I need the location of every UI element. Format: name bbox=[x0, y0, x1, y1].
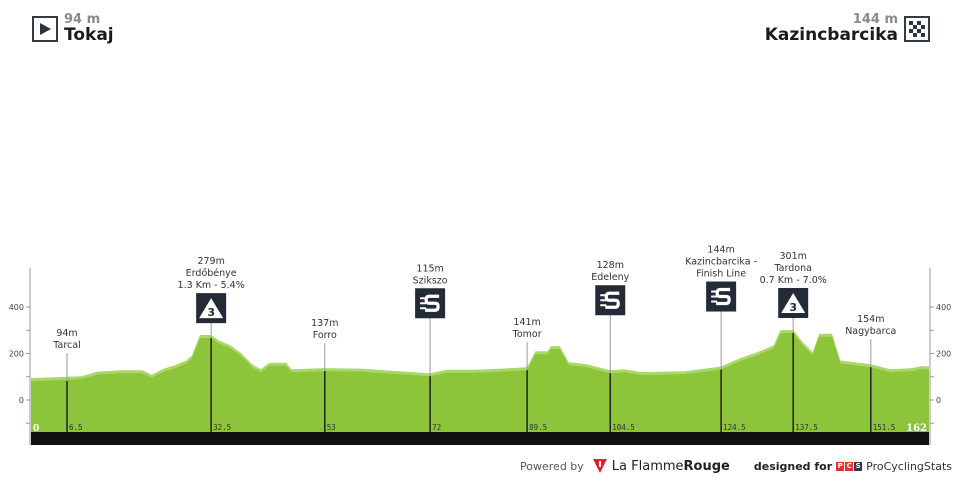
sprint-speed-line-icon bbox=[600, 299, 607, 302]
finish-elevation: 144 m bbox=[852, 12, 898, 27]
point-name-label: Kazincbarcika - bbox=[685, 257, 757, 268]
point-elevation-label: 128m bbox=[597, 260, 624, 271]
pcs-letter: P bbox=[836, 461, 845, 471]
la-flamme-rouge-logo-icon bbox=[592, 459, 607, 473]
km-marker-label: 151.5 bbox=[873, 423, 896, 432]
sprint-s-icon bbox=[604, 291, 620, 309]
pcs-letter: C bbox=[845, 461, 854, 471]
sprint-speed-line-icon bbox=[420, 307, 427, 310]
y-tick-label-right: 200 bbox=[936, 350, 951, 359]
checkered-flag-icon bbox=[904, 15, 930, 42]
brand-name-bold: Rouge bbox=[683, 458, 730, 474]
point-elevation-label: 279m bbox=[197, 256, 224, 267]
footer: Powered by La FlammeRouge designed for P… bbox=[520, 458, 952, 474]
la-flamme-rouge-link[interactable]: La FlammeRouge bbox=[612, 459, 730, 474]
sprint-speed-line-icon bbox=[600, 294, 607, 297]
finish-name: Kazincbarcika bbox=[764, 25, 898, 45]
sprint-speed-line-icon bbox=[711, 295, 718, 298]
mountain-triangle-icon bbox=[781, 293, 806, 314]
climb-category-label: 3 bbox=[789, 301, 797, 314]
point-name-label: Tarcal bbox=[52, 340, 80, 351]
km-marker-label: 89.5 bbox=[529, 423, 547, 432]
km-marker-label: 53 bbox=[327, 423, 336, 432]
point-elevation-label: 94m bbox=[56, 328, 77, 339]
km-start-label: 0 bbox=[33, 424, 39, 434]
start-elevation: 94 m bbox=[64, 12, 101, 27]
point-name-label: Tardona bbox=[773, 263, 811, 274]
pcs-logo-icon: P C S bbox=[836, 461, 863, 471]
mountain-triangle-icon bbox=[199, 298, 224, 319]
point-name-label: Erdőbénye bbox=[186, 268, 237, 279]
km-marker-label: 124.5 bbox=[723, 423, 746, 432]
y-tick-label-left: 200 bbox=[9, 350, 24, 359]
sprint-speed-line-icon bbox=[600, 304, 607, 307]
y-tick-label-left: 0 bbox=[19, 396, 24, 405]
point-elevation-label: 301m bbox=[779, 251, 806, 262]
climb-category-label: 3 bbox=[207, 306, 215, 319]
km-marker-label: 137.5 bbox=[795, 423, 818, 432]
km-end-label: 162 bbox=[906, 423, 927, 434]
km-marker-label: 6.5 bbox=[69, 423, 83, 432]
point-detail-label: 1.3 Km - 5.4% bbox=[178, 280, 245, 291]
point-elevation-label: 144m bbox=[707, 245, 734, 256]
point-elevation-label: 137m bbox=[311, 318, 338, 329]
finish-header: 144 m Kazincbarcika bbox=[765, 13, 930, 44]
elevation-profile-area bbox=[31, 333, 929, 435]
sprint-speed-line-icon bbox=[711, 300, 718, 303]
point-name2-label: Finish Line bbox=[696, 269, 746, 280]
pcs-letter: S bbox=[854, 461, 863, 471]
sprint-speed-line-icon bbox=[711, 290, 718, 293]
sprint-s-icon bbox=[424, 294, 440, 312]
brand-name: La Flamme bbox=[611, 458, 684, 474]
sprint-speed-line-icon bbox=[420, 297, 427, 300]
sprint-speed-line-icon bbox=[420, 302, 427, 305]
y-tick-label-left: 400 bbox=[9, 303, 24, 312]
point-elevation-label: 141m bbox=[513, 317, 540, 328]
km-marker-label: 72 bbox=[432, 423, 441, 432]
point-detail-label: 0.7 Km - 7.0% bbox=[760, 275, 827, 286]
point-name-label: Tomor bbox=[512, 329, 542, 340]
start-header: 94 m Tokaj bbox=[32, 13, 114, 44]
km-marker-label: 32.5 bbox=[213, 423, 231, 432]
y-tick-label-right: 400 bbox=[936, 303, 951, 312]
start-name: Tokaj bbox=[64, 25, 114, 45]
designed-for-label: designed for bbox=[753, 459, 833, 473]
point-name-label: Nagybarca bbox=[845, 326, 896, 337]
powered-by-label: Powered by bbox=[520, 459, 584, 473]
km-marker-label: 104.5 bbox=[612, 423, 635, 432]
sprint-s-icon bbox=[715, 287, 731, 306]
y-tick-label-right: 0 bbox=[936, 396, 941, 405]
point-name-label: Forro bbox=[313, 330, 337, 341]
point-name-label: Edeleny bbox=[591, 272, 629, 283]
point-elevation-label: 154m bbox=[857, 314, 884, 325]
distance-bar bbox=[31, 432, 929, 445]
start-flag-icon bbox=[32, 15, 58, 42]
point-elevation-label: 115m bbox=[416, 263, 443, 274]
point-name-label: Szikszo bbox=[413, 275, 448, 286]
procyclingstats-link[interactable]: ProCyclingStats bbox=[866, 459, 952, 473]
